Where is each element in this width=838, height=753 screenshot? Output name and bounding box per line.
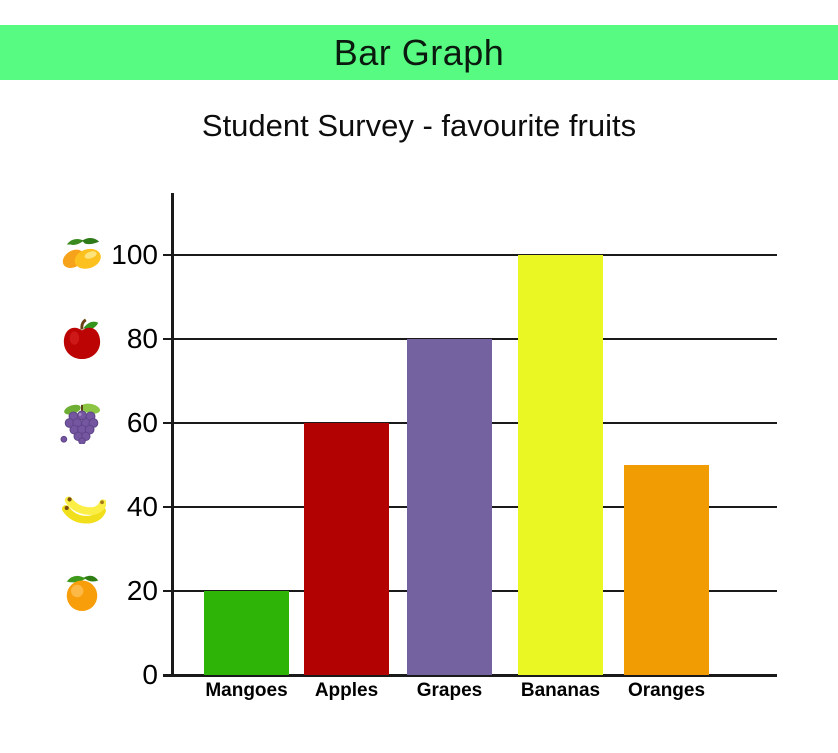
bar-mangoes [204, 591, 289, 675]
y-axis-line [171, 193, 174, 677]
y-tick-label-0: 0 [142, 659, 158, 690]
x-tick-label-mangoes: Mangoes [205, 680, 288, 701]
y-tick-label-60: 60 [126, 407, 158, 438]
orange-icon [58, 570, 106, 612]
mango-icon [58, 234, 106, 276]
chart-title: Student Survey - favourite fruits [201, 108, 637, 143]
y-tick-label-40: 40 [126, 491, 158, 522]
bar-apples [304, 423, 389, 675]
banner: Bar Graph [0, 25, 838, 80]
x-tick-label-bananas: Bananas [520, 680, 601, 701]
x-tick-label-apples: Apples [314, 680, 379, 701]
bar-grapes [407, 339, 492, 675]
x-axis-line [163, 674, 777, 677]
x-tick-label-grapes: Grapes [416, 680, 483, 701]
grapes-icon [58, 402, 106, 444]
bar-bananas [518, 255, 603, 675]
y-tick-label-20: 20 [126, 575, 158, 606]
x-tick-label-oranges: Oranges [627, 680, 706, 701]
bar-oranges [624, 465, 709, 675]
y-tick-label-100: 100 [111, 239, 158, 270]
apple-icon [58, 318, 106, 360]
banner-title: Bar Graph [333, 31, 505, 73]
banana-icon [58, 486, 106, 528]
y-tick-label-80: 80 [126, 323, 158, 354]
gridline-100 [163, 254, 777, 256]
